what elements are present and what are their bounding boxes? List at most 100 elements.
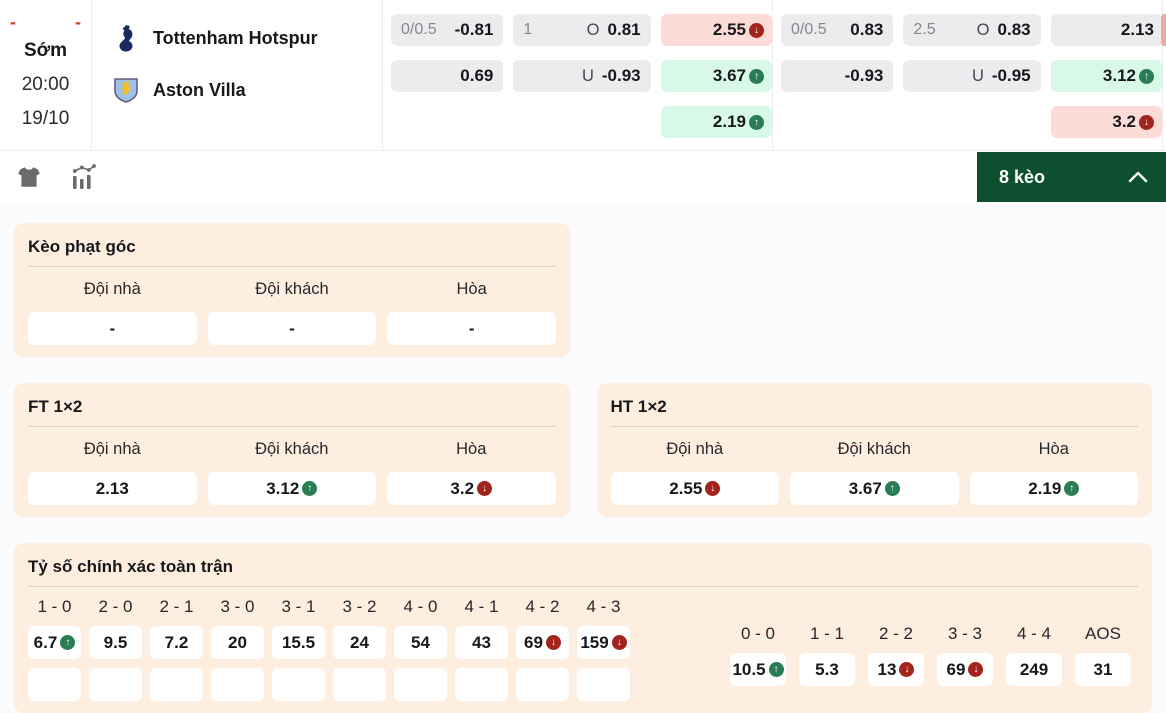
- trend-down-icon: ↓: [545, 635, 561, 650]
- score-label: 4 - 4: [1016, 624, 1052, 643]
- odds-value-box[interactable]: 2.13: [28, 472, 197, 505]
- odds-value: 69: [524, 632, 543, 652]
- score-label: 2 - 0: [98, 597, 133, 616]
- score-label: 1 - 0: [37, 597, 72, 616]
- odds-value: 2.13: [1120, 20, 1154, 39]
- score-label: 3 - 1: [281, 597, 316, 616]
- odds-value-box[interactable]: -: [387, 312, 556, 345]
- column-header: Đội nhà: [666, 440, 724, 458]
- odds-value-box[interactable]: -: [28, 312, 197, 345]
- odds-value-box[interactable]: 3.67 ↑: [790, 472, 959, 505]
- away-team-row[interactable]: Aston Villa: [112, 76, 382, 104]
- handicap-line-label: 0/0.5: [791, 21, 827, 38]
- trend-down-icon: ↓: [477, 481, 493, 496]
- column-header: Đội khách: [255, 280, 329, 298]
- trend-down-icon: ↓: [705, 481, 721, 496]
- score-odds-box[interactable]: [150, 668, 203, 701]
- odds-value: 2.55: [669, 478, 703, 498]
- score-odds-box[interactable]: 69 ↓: [516, 626, 569, 659]
- x12-odds-box[interactable]: 3.12 ↑: [1050, 60, 1162, 92]
- trend-up-icon: ↑: [884, 481, 900, 496]
- score-odds-box[interactable]: 24: [333, 626, 386, 659]
- over-under-label: U: [971, 66, 984, 85]
- trend-down-icon: ↓: [749, 22, 764, 38]
- handicap-odds-box[interactable]: -0.93: [781, 60, 894, 92]
- score-odds-box[interactable]: 15.5: [272, 626, 325, 659]
- score-odds-box[interactable]: 6.7 ↑: [28, 626, 81, 659]
- score-odds-box[interactable]: [516, 668, 569, 701]
- odds-value: -: [109, 318, 116, 338]
- trend-down-icon: ↓: [899, 662, 915, 677]
- column-header: Đội khách: [255, 440, 329, 458]
- stats-chart-icon[interactable]: [68, 163, 98, 191]
- odds-value: -: [289, 318, 295, 338]
- away-team-name: Aston Villa: [153, 79, 246, 100]
- total-odds-box[interactable]: U -0.93: [513, 60, 651, 92]
- odds-value-box[interactable]: 3.12 ↑: [207, 472, 376, 505]
- x12-odds-box[interactable]: 2.55 ↓: [660, 14, 772, 46]
- score-odds-box[interactable]: [577, 668, 630, 701]
- markets-toggle-button[interactable]: 8 kèo: [977, 152, 1166, 202]
- score-odds-box[interactable]: 43: [455, 626, 508, 659]
- score-odds-box[interactable]: 5.3: [799, 653, 855, 686]
- odds-value: 3.2: [450, 478, 475, 498]
- score-label: 4 - 1: [464, 597, 499, 616]
- score-odds-box[interactable]: [89, 668, 142, 701]
- card-grid: Đội nhà Đội khách Hòa 2.13 3.12 ↑ 3.2 ↓: [28, 433, 556, 505]
- score-label: 4 - 2: [525, 597, 560, 616]
- score-odds-box[interactable]: 249: [1006, 653, 1062, 686]
- chevron-up-icon: [1128, 167, 1148, 188]
- total-odds-box[interactable]: 1 O 0.81: [513, 14, 651, 46]
- over-under-label: U: [581, 66, 594, 85]
- home-team-row[interactable]: Tottenham Hotspur: [112, 24, 382, 52]
- score-odds-box[interactable]: 159 ↓: [577, 626, 630, 659]
- score-odds-box[interactable]: [333, 668, 386, 701]
- score-label: 3 - 2: [342, 597, 377, 616]
- score-odds-box[interactable]: 13 ↓: [868, 653, 924, 686]
- score-label: 4 - 0: [403, 597, 438, 616]
- card-title: HT 1×2: [610, 397, 1138, 427]
- away-score: -: [75, 12, 81, 32]
- score-label: 3 - 0: [220, 597, 255, 616]
- score-odds-box[interactable]: [394, 668, 447, 701]
- score-odds-box[interactable]: 31: [1075, 653, 1131, 686]
- card-title: Tỷ số chính xác toàn trận: [28, 557, 1138, 587]
- score-odds-box[interactable]: [28, 668, 81, 701]
- column-header: Hòa: [1038, 440, 1069, 458]
- odds-value-box[interactable]: 2.55 ↓: [610, 472, 779, 505]
- handicap-column: 0/0.5 -0.81 0.69: [391, 14, 504, 150]
- aston-villa-logo-icon: [112, 76, 140, 104]
- odds-value: 9.5: [103, 632, 128, 652]
- handicap-odds-box[interactable]: 0/0.5 -0.81: [391, 14, 504, 46]
- total-odds-box[interactable]: 2.5 O 0.83: [903, 14, 1041, 46]
- total-odds-box[interactable]: U -0.95: [903, 60, 1041, 92]
- odds-value-box[interactable]: -: [207, 312, 377, 345]
- column-header: Hòa: [456, 440, 487, 458]
- odds-value-box[interactable]: 2.19 ↑: [969, 472, 1138, 505]
- score-odds-box[interactable]: 7.2: [150, 626, 203, 659]
- score-odds-box[interactable]: 9.5: [89, 626, 142, 659]
- handicap-odds-box[interactable]: 0.69: [391, 60, 504, 92]
- x12-odds-box[interactable]: 2.13: [1050, 14, 1162, 46]
- odds-value: 2.55: [712, 20, 746, 39]
- score-odds-box[interactable]: 69 ↓: [937, 653, 993, 686]
- score-placeholder: - -: [0, 13, 91, 31]
- odds-value: 0.83: [997, 20, 1031, 39]
- score-odds-box[interactable]: 10.5 ↑: [730, 653, 786, 686]
- match-header: - - Sớm 20:00 19/10 Tottenham Hotspur: [0, 0, 1166, 151]
- home-score: -: [10, 12, 16, 32]
- x12-odds-box[interactable]: 3.67 ↑: [660, 60, 772, 92]
- x12-odds-box[interactable]: 2.19 ↑: [660, 106, 772, 138]
- markets-panel: Kèo phạt góc Đội nhà Đội khách Hòa - - - FT 1×…: [0, 203, 1166, 713]
- odds-value: 159: [580, 632, 609, 652]
- score-odds-box[interactable]: [272, 668, 325, 701]
- x12-odds-box[interactable]: 3.2 ↓: [1050, 106, 1162, 138]
- score-odds-box[interactable]: [211, 668, 264, 701]
- score-odds-box[interactable]: 20: [211, 626, 264, 659]
- trend-down-icon: ↓: [968, 662, 984, 677]
- score-odds-box[interactable]: [455, 668, 508, 701]
- jersey-icon[interactable]: [16, 164, 42, 190]
- odds-value-box[interactable]: 3.2 ↓: [387, 472, 556, 505]
- score-odds-box[interactable]: 54: [394, 626, 447, 659]
- handicap-odds-box[interactable]: 0/0.5 0.83: [781, 14, 894, 46]
